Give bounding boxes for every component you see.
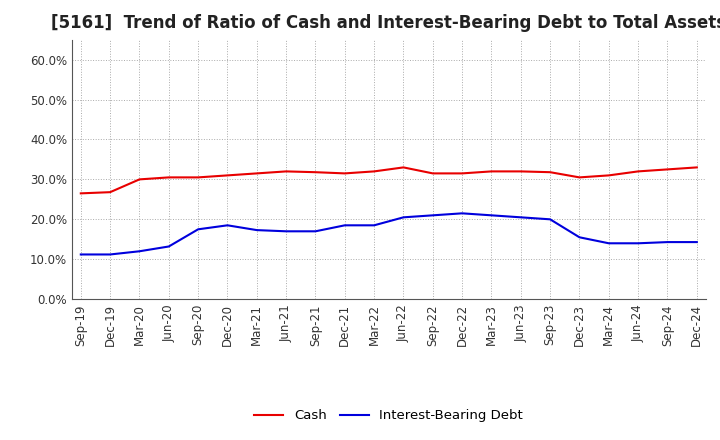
Cash — [282, 169, 290, 174]
Interest-Bearing Debt — [516, 215, 525, 220]
Cash — [341, 171, 349, 176]
Cash — [135, 177, 144, 182]
Interest-Bearing Debt — [223, 223, 232, 228]
Cash — [516, 169, 525, 174]
Interest-Bearing Debt — [693, 239, 701, 245]
Cash — [575, 175, 584, 180]
Interest-Bearing Debt — [575, 235, 584, 240]
Interest-Bearing Debt — [370, 223, 379, 228]
Cash — [399, 165, 408, 170]
Interest-Bearing Debt — [76, 252, 85, 257]
Cash — [487, 169, 496, 174]
Interest-Bearing Debt — [546, 216, 554, 222]
Interest-Bearing Debt — [253, 227, 261, 233]
Title: [5161]  Trend of Ratio of Cash and Interest-Bearing Debt to Total Assets: [5161] Trend of Ratio of Cash and Intere… — [51, 15, 720, 33]
Interest-Bearing Debt — [458, 211, 467, 216]
Cash — [106, 190, 114, 195]
Legend: Cash, Interest-Bearing Debt: Cash, Interest-Bearing Debt — [249, 404, 528, 428]
Interest-Bearing Debt — [164, 244, 173, 249]
Interest-Bearing Debt — [135, 249, 144, 254]
Cash — [546, 169, 554, 175]
Interest-Bearing Debt — [311, 229, 320, 234]
Interest-Bearing Debt — [428, 213, 437, 218]
Interest-Bearing Debt — [605, 241, 613, 246]
Cash — [693, 165, 701, 170]
Cash — [311, 169, 320, 175]
Interest-Bearing Debt — [487, 213, 496, 218]
Interest-Bearing Debt — [106, 252, 114, 257]
Interest-Bearing Debt — [634, 241, 642, 246]
Interest-Bearing Debt — [341, 223, 349, 228]
Interest-Bearing Debt — [194, 227, 202, 232]
Cash — [253, 171, 261, 176]
Cash — [370, 169, 379, 174]
Interest-Bearing Debt — [282, 229, 290, 234]
Cash — [663, 167, 672, 172]
Cash — [634, 169, 642, 174]
Line: Interest-Bearing Debt: Interest-Bearing Debt — [81, 213, 697, 254]
Interest-Bearing Debt — [663, 239, 672, 245]
Cash — [428, 171, 437, 176]
Cash — [605, 173, 613, 178]
Cash — [76, 191, 85, 196]
Interest-Bearing Debt — [399, 215, 408, 220]
Cash — [164, 175, 173, 180]
Cash — [223, 173, 232, 178]
Line: Cash: Cash — [81, 167, 697, 193]
Cash — [194, 175, 202, 180]
Cash — [458, 171, 467, 176]
